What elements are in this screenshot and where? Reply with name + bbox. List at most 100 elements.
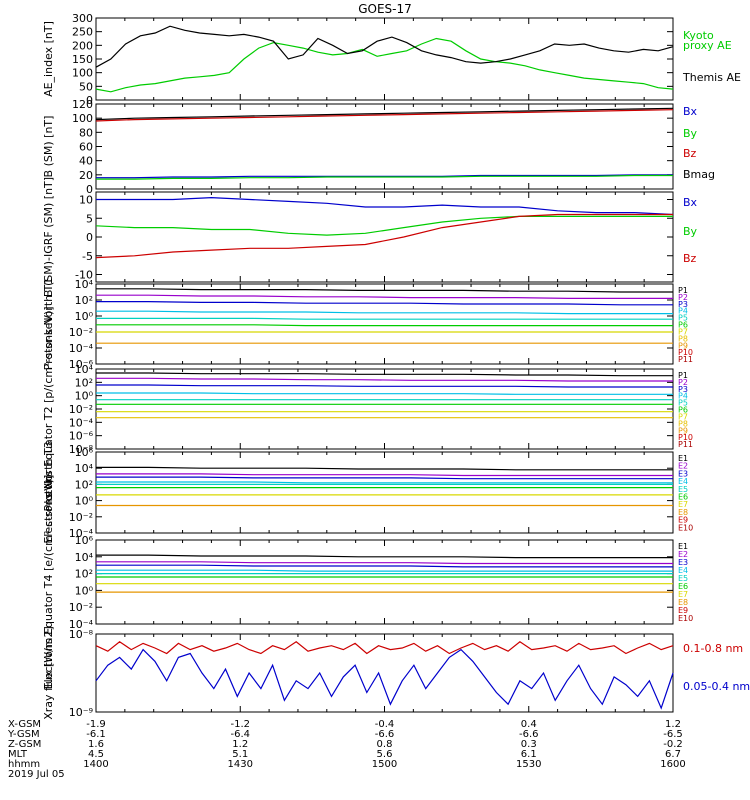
y-tick-label: 10⁻⁶ (69, 430, 94, 443)
x-row-label: X-GSM (8, 719, 41, 730)
series-protons_n-p6 (96, 324, 673, 327)
y-tick-label: 10⁻⁴ (69, 342, 94, 355)
series-xray-0-05-0-4-nm (95, 648, 674, 710)
y-tick-label: 60 (79, 141, 93, 154)
y-tick-label: 50 (79, 80, 93, 93)
y-axis-label: Protons North T1 (42, 278, 55, 371)
legend-label: P10 (678, 348, 693, 357)
x-row-label: MLT (8, 749, 28, 760)
series-protons_n-p1 (96, 288, 673, 293)
series-electrons_e-e3 (96, 564, 673, 568)
legend-label: P1 (678, 371, 688, 380)
y-tick-label: 10² (75, 376, 93, 389)
y-tick-label: 10⁶ (75, 446, 94, 459)
legend-label: E7 (678, 500, 688, 509)
panel-xray: 10⁻⁸ 10⁻⁹ Xray flux [W/m2] 0.1-0.8 nm 0.05-0… (42, 626, 750, 720)
series-label: Bz (683, 252, 697, 265)
x-tick-label: 0.4 (521, 719, 537, 730)
series-label: By (683, 127, 698, 140)
legend-label: E7 (678, 590, 688, 599)
x-tick-label: 1.6 (88, 739, 104, 750)
x-tick-label: 4.5 (88, 749, 104, 760)
x-tick-label: -6.6 (519, 729, 539, 740)
y-tick-label: 10⁴ (75, 551, 94, 564)
x-tick-label: 1.2 (232, 739, 248, 750)
y-axis-label: B (SM)-IGRF (SM) [nT] (42, 177, 55, 297)
series-electrons_e-e1 (96, 554, 673, 559)
legend-label: P4 (678, 307, 688, 316)
y-tick-label: 10⁰ (75, 390, 94, 403)
legend-label: P11 (678, 355, 693, 364)
legend-label: E9 (678, 516, 688, 525)
y-tick-label: 10² (75, 294, 93, 307)
legend-label: P4 (678, 392, 688, 401)
x-tick-label: -6.5 (663, 729, 683, 740)
legend-label: E10 (678, 523, 693, 532)
legend-label: P7 (678, 327, 688, 336)
series-label: Kyoto (683, 29, 714, 42)
y-tick-label: 300 (72, 12, 93, 25)
x-tick-label: 1430 (228, 759, 253, 770)
y-tick-label: -10 (75, 269, 93, 282)
y-tick-label: 0 (86, 94, 93, 107)
series-label: 0.05-0.4 nm (683, 680, 750, 693)
panel-frame (95, 451, 674, 534)
x-tick-label: -6.1 (86, 729, 106, 740)
date-label: 2019 Jul 05 (8, 769, 65, 780)
legend-label: E6 (678, 493, 688, 502)
y-tick-label: 10⁰ (75, 584, 94, 597)
legend-label: P1 (678, 286, 688, 295)
y-tick-label: -5 (82, 250, 93, 263)
series-electrons_n-e2 (96, 473, 673, 477)
series-label: 0.1-0.8 nm (683, 642, 743, 655)
series-b_sm-bmag (95, 107, 674, 121)
legend-label: E2 (678, 462, 688, 471)
legend-label: P6 (678, 406, 688, 415)
y-tick-label: 10 (79, 194, 93, 207)
legend-label: E1 (678, 454, 688, 463)
x-tick-label: -0.2 (663, 739, 683, 750)
y-tick-label: 10⁰ (75, 495, 94, 508)
y-tick-label: 10⁻⁴ (69, 618, 94, 631)
legend-label: E3 (678, 469, 688, 478)
y-tick-label: 120 (72, 98, 93, 111)
legend-label: E1 (678, 542, 688, 551)
series-protons_e-p2 (96, 377, 673, 382)
series-ae-kyoto-proxy-ae (95, 37, 674, 93)
y-tick-label: 10⁴ (75, 278, 94, 291)
series-ae-themis-ae (95, 25, 674, 68)
y-tick-label: 0 (86, 231, 93, 244)
y-tick-label: 10⁶ (75, 534, 94, 547)
y-tick-label: 5 (86, 212, 93, 225)
y-axis-label: AE_index [nT] (42, 21, 55, 97)
y-axis-label: Protons Equator T2 [p/(cm²-s-sr-keV)] (42, 306, 55, 511)
x-row-label: hhmm (8, 759, 40, 770)
legend-label: P5 (678, 399, 688, 408)
x-tick-label: -1.9 (86, 719, 106, 730)
legend-label: E8 (678, 598, 688, 607)
series-label: By (683, 225, 698, 238)
series-label: Bz (683, 147, 697, 160)
panel-b_diff: 10 5 0 -5 -10 B (SM)-IGRF (SM) [nT] Bx By Bz (42, 177, 698, 297)
y-tick-label: 10⁴ (75, 462, 94, 475)
y-tick-label: 100 (72, 112, 93, 125)
series-b_sm-bx (96, 174, 673, 179)
series-b_diff-bx (96, 196, 674, 216)
y-tick-label: 0 (86, 183, 93, 196)
legend-label: E5 (678, 574, 688, 583)
y-tick-label: 10⁻⁹ (69, 706, 93, 719)
legend-label: P8 (678, 419, 688, 428)
x-tick-label: 1500 (372, 759, 397, 770)
legend-label: P3 (678, 300, 688, 309)
legend-label: E2 (678, 550, 688, 559)
legend-label: P9 (678, 341, 688, 350)
y-tick-label: 100 (72, 67, 93, 80)
legend-label: P10 (678, 433, 693, 442)
x-tick-label: 1530 (516, 759, 541, 770)
x-row-label: Z-GSM (8, 739, 41, 750)
y-axis-label: Xray flux [W/m2] (42, 626, 55, 720)
y-tick-label: 150 (72, 53, 93, 66)
